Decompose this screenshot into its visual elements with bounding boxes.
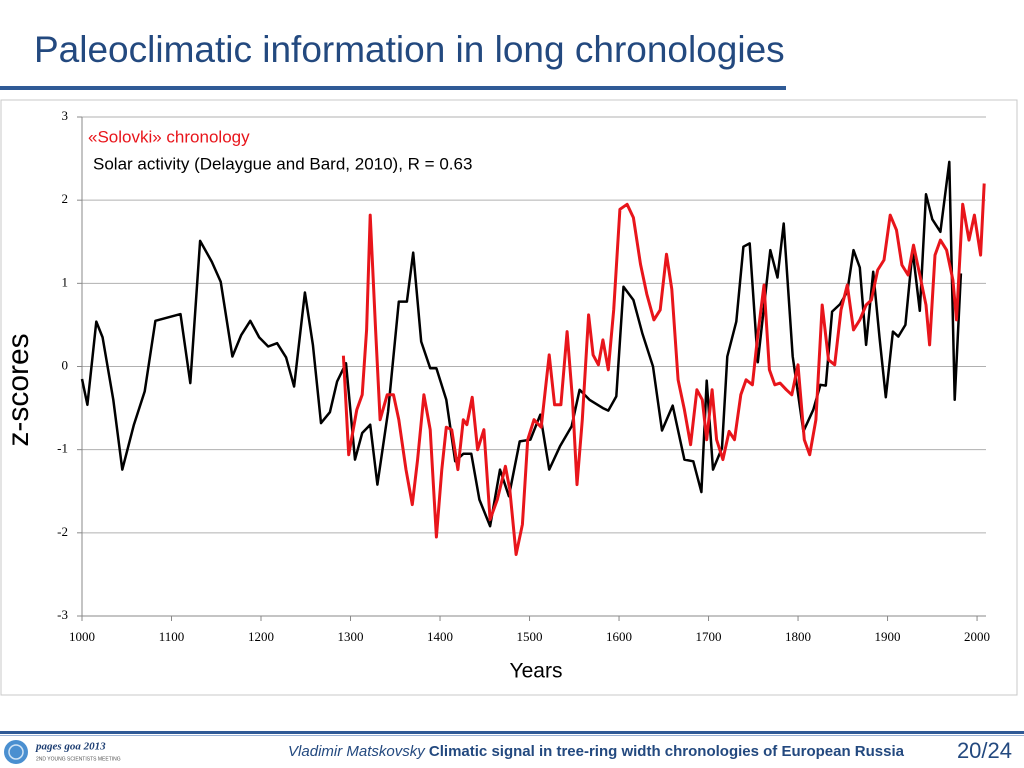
x-tick-label: 1200 bbox=[248, 629, 274, 644]
y-tick-label: -3 bbox=[57, 607, 68, 622]
x-tick-label: 1300 bbox=[338, 629, 364, 644]
y-tick-label: 0 bbox=[62, 357, 69, 372]
x-axis-title: Years bbox=[510, 660, 563, 683]
footer-author: Vladimir Matskovsky bbox=[288, 743, 426, 760]
logo-subtitle: 2ND YOUNG SCIENTISTS MEETING bbox=[36, 756, 121, 762]
logo-globe bbox=[4, 740, 28, 764]
logo: pages goa 2013 2ND YOUNG SCIENTISTS MEET… bbox=[4, 740, 121, 764]
legend-entry: Solar activity (Delaygue and Bard, 2010)… bbox=[93, 154, 472, 173]
x-tick-label: 1100 bbox=[159, 629, 185, 644]
x-tick-label: 1400 bbox=[427, 629, 453, 644]
legend-entry: «Solovki» chronology bbox=[88, 127, 250, 146]
footer-talk-title: Climatic signal in tree-ring width chron… bbox=[429, 743, 905, 760]
slide-title: Paleoclimatic information in long chrono… bbox=[34, 29, 785, 70]
x-tick-label: 1700 bbox=[696, 629, 722, 644]
series-line bbox=[341, 183, 986, 556]
logo-title: pages goa 2013 bbox=[35, 741, 106, 753]
y-tick-label: 3 bbox=[62, 108, 69, 123]
x-tick-label: 1600 bbox=[606, 629, 632, 644]
x-tick-label: 1800 bbox=[785, 629, 811, 644]
y-tick-label: 1 bbox=[62, 274, 69, 289]
footer-text: Vladimir Matskovsky Climatic signal in t… bbox=[288, 743, 905, 760]
footer-line-thin bbox=[0, 735, 1024, 736]
x-tick-label: 1900 bbox=[875, 629, 901, 644]
x-tick-label: 1000 bbox=[69, 629, 95, 644]
footer-line bbox=[0, 731, 1024, 734]
x-tick-label: 1500 bbox=[517, 629, 543, 644]
series-line bbox=[80, 160, 963, 528]
title-underline bbox=[0, 86, 786, 90]
y-tick-label: -1 bbox=[57, 441, 68, 456]
chart-frame bbox=[0, 99, 1018, 696]
logo-globe-ring bbox=[8, 744, 24, 760]
y-tick-label: 2 bbox=[62, 191, 69, 206]
page-number: 20/24 bbox=[957, 738, 1012, 763]
y-tick-label: -2 bbox=[57, 524, 68, 539]
y-axis-title: z-scores bbox=[2, 333, 35, 446]
x-tick-label: 2000 bbox=[964, 629, 990, 644]
